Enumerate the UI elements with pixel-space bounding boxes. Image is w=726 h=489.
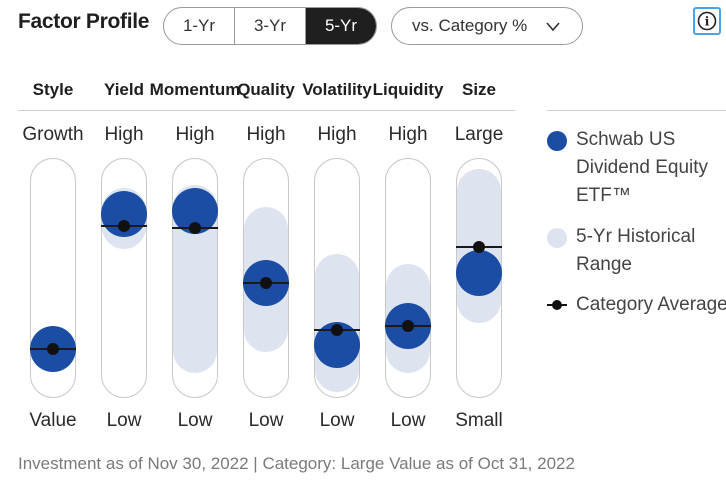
legend-divider: [547, 110, 726, 111]
comparison-dropdown[interactable]: vs. Category %: [391, 7, 583, 45]
legend-fund-label: Schwab US Dividend Equity ETF™: [576, 129, 709, 206]
legend-range-label: 5-Yr Historical Range: [576, 226, 696, 275]
category-average-dot: [189, 222, 201, 235]
factor-low-label: Value: [29, 410, 77, 431]
legend-average-label: Category Average: [576, 294, 726, 315]
factor-track-size: [456, 158, 502, 398]
fund-marker[interactable]: [456, 250, 502, 297]
factor-low-label: Low: [177, 410, 213, 431]
factor-track-momentum: [172, 158, 218, 398]
factor-high-label: High: [104, 124, 144, 145]
legend-average-dot: [552, 300, 562, 310]
factor-header-momentum: Momentum: [149, 80, 241, 99]
factor-high-label: Large: [454, 124, 504, 145]
chevron-down-icon: [546, 17, 560, 40]
factor-track-quality: [243, 158, 289, 398]
factor-high-label: High: [388, 124, 428, 145]
tab-1yr[interactable]: 1-Yr: [164, 8, 235, 44]
factor-track-volatility: [314, 158, 360, 398]
factor-low-label: Low: [248, 410, 284, 431]
factor-low-label: Low: [390, 410, 426, 431]
factor-low-label: Small: [455, 410, 503, 431]
factor-low-label: Low: [319, 410, 355, 431]
category-average-dot: [260, 276, 272, 289]
footer-note: Investment as of Nov 30, 2022 | Category…: [18, 454, 575, 473]
factor-header-style: Style: [32, 80, 74, 99]
category-average-dot: [402, 319, 414, 332]
factor-track-liquidity: [385, 158, 431, 398]
factor-high-label: Growth: [22, 124, 84, 145]
factor-track-yield: [101, 158, 147, 398]
info-icon: i: [697, 11, 717, 31]
category-average-dot: [331, 324, 343, 337]
factor-track-style: [30, 158, 76, 398]
info-button[interactable]: i: [693, 7, 721, 35]
period-toggle: 1-Yr 3-Yr 5-Yr: [163, 7, 377, 45]
factor-low-label: Low: [106, 410, 142, 431]
category-average-dot: [473, 241, 485, 254]
tab-3yr[interactable]: 3-Yr: [235, 8, 306, 44]
factor-header-volatility: Volatility: [302, 80, 372, 99]
factor-high-label: High: [246, 124, 286, 145]
factor-header-size: Size: [461, 80, 497, 99]
comparison-dropdown-value: vs. Category %: [412, 16, 528, 35]
factor-high-label: High: [175, 124, 215, 145]
factor-header-quality: Quality: [237, 80, 295, 99]
legend-fund-swatch: [547, 131, 567, 151]
header-divider: [18, 110, 515, 111]
legend-range-swatch: [547, 228, 567, 248]
tab-5yr[interactable]: 5-Yr: [306, 8, 376, 44]
category-average-dot: [118, 219, 130, 232]
svg-text:i: i: [705, 15, 710, 29]
factor-header-yield: Yield: [104, 80, 144, 99]
category-average-dot: [47, 343, 59, 356]
factor-header-liquidity: Liquidity: [372, 80, 444, 99]
factor-high-label: High: [317, 124, 357, 145]
page-title: Factor Profile: [18, 10, 150, 33]
